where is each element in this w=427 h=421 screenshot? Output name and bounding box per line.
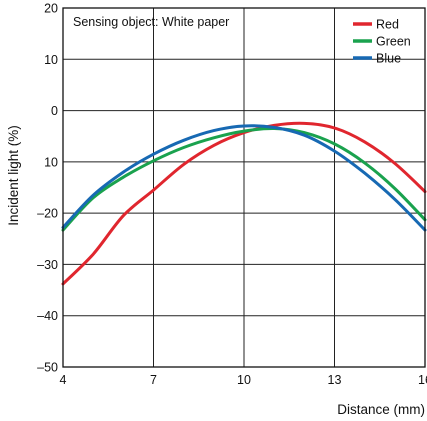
legend-label-blue: Blue [376, 52, 401, 66]
x-tick-label: 16 [418, 373, 427, 387]
y-tick-label: 20 [44, 2, 58, 16]
x-tick-label: 10 [237, 373, 251, 387]
x-tick-label: 7 [150, 373, 157, 387]
y-tick-label: 10 [44, 53, 58, 67]
y-tick-label: –20 [37, 207, 58, 221]
sensing-object-note: Sensing object: White paper [73, 15, 229, 29]
tick-labels: 20 10 0 10 –20 –30 –40 –504 7 10 13 16 [37, 2, 427, 388]
grid-lines [63, 8, 425, 367]
x-tick-label: 13 [328, 373, 342, 387]
y-tick-label: 0 [51, 104, 58, 118]
y-tick-label: –30 [37, 258, 58, 272]
x-tick-label: 4 [60, 373, 67, 387]
series-lines [61, 121, 427, 286]
y-tick-label: 10 [44, 155, 58, 169]
series-line-blue [61, 124, 427, 232]
series-line-green [61, 126, 427, 232]
y-tick-label: –50 [37, 361, 58, 375]
legend-label-green: Green [376, 35, 411, 49]
legend: Red Green Blue [353, 18, 411, 66]
plot-frame [62, 7, 426, 368]
y-axis-label: Incident light (%) [6, 125, 21, 226]
x-axis-label: Distance (mm) [337, 402, 425, 417]
y-tick-label: –40 [37, 309, 58, 323]
legend-label-red: Red [376, 18, 399, 32]
